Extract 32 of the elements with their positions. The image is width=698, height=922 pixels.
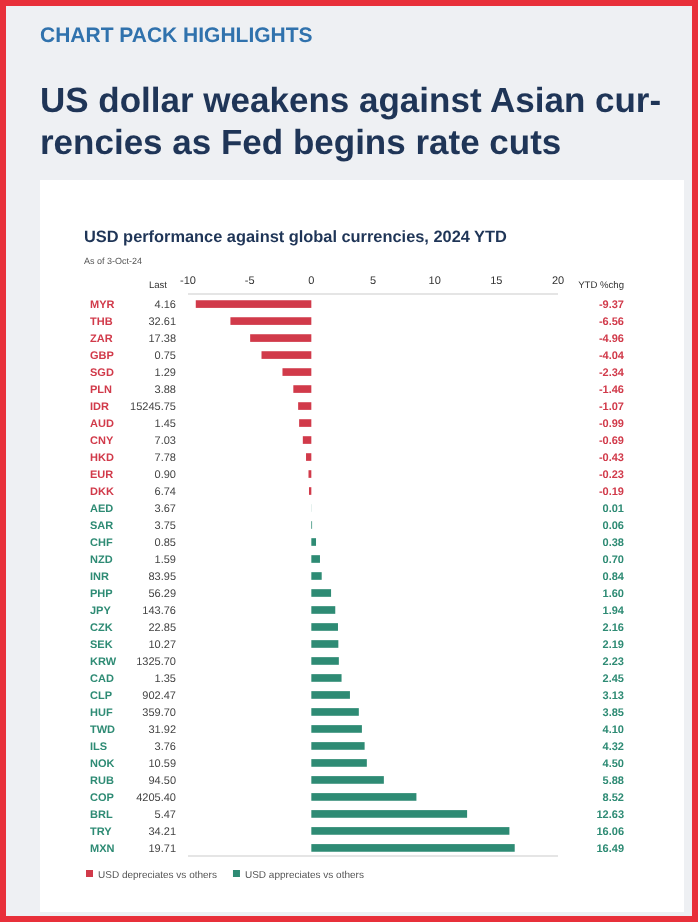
bar <box>230 317 312 325</box>
bar <box>306 453 312 461</box>
chart-subtitle: USD performance against global currencies, 2024 YTD <box>84 228 508 246</box>
bar <box>282 368 312 376</box>
bar <box>311 640 339 648</box>
chart-title: US dollar weakens against Asian cur- rencies as Fed begins rate cuts <box>40 80 662 162</box>
bar <box>250 334 312 342</box>
bar <box>298 402 312 410</box>
bar <box>311 572 322 580</box>
bar <box>311 691 350 699</box>
bar <box>311 844 515 852</box>
bar <box>311 555 320 563</box>
bar <box>311 538 317 546</box>
bar <box>311 810 468 818</box>
bar <box>311 725 362 733</box>
bar <box>195 300 312 308</box>
bar <box>311 759 367 767</box>
text: CHART PACK HIGHLIGHTS <box>40 24 313 48</box>
bar <box>311 623 338 631</box>
bar <box>311 776 384 784</box>
bar <box>299 419 312 427</box>
bar <box>311 742 365 750</box>
bar <box>311 708 359 716</box>
bar <box>302 436 312 444</box>
bar <box>311 827 510 835</box>
bar <box>311 589 332 597</box>
bar <box>311 674 342 682</box>
bar <box>311 606 336 614</box>
bar <box>261 351 312 359</box>
bar <box>311 657 339 665</box>
bar <box>311 793 417 801</box>
bar <box>293 385 312 393</box>
